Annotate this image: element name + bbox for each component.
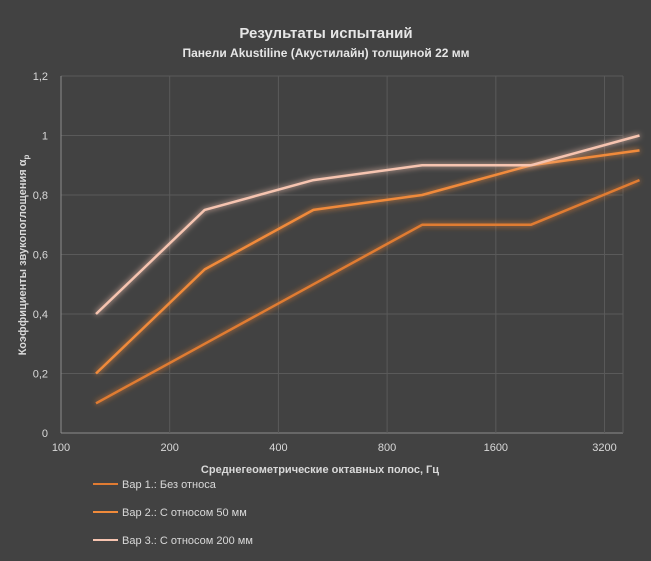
series-lines: [95, 134, 640, 405]
chart-title: Результаты испытаний: [239, 25, 412, 42]
y-tick-label: 0,2: [33, 369, 48, 381]
y-axis-label-sub: p: [22, 154, 31, 159]
y-axis-label-main: Коэффициенты звукопоглощения α: [17, 159, 29, 355]
x-tick-label: 800: [378, 442, 396, 454]
series-line-1: [95, 178, 640, 405]
legend-label-2: Вар 2.: С относом 50 мм: [122, 507, 247, 519]
x-axis-label: Среднегеометрические октавных полос, Гц: [201, 464, 439, 476]
x-tick-label: 3200: [592, 442, 616, 454]
y-tick-label: 1,2: [33, 71, 48, 83]
x-axis-ticks: 100 200 400 800 1600 3200: [52, 442, 617, 454]
y-tick-label: 1: [42, 131, 48, 143]
y-tick-label: 0: [42, 428, 48, 440]
series-line-2: [95, 149, 640, 375]
y-tick-label: 0,8: [33, 190, 48, 202]
x-tick-label: 1600: [484, 442, 508, 454]
x-tick-label: 100: [52, 442, 70, 454]
y-axis-label: Коэффициенты звукопоглощения αp: [17, 154, 31, 355]
grid: [60, 75, 624, 434]
y-axis-ticks: 0 0,2 0,4 0,6 0,8 1 1,2: [33, 71, 48, 440]
legend: Вар 1.: Без относа Вар 2.: С относом 50 м…: [93, 479, 253, 547]
y-tick-label: 0,4: [33, 309, 48, 321]
legend-label-1: Вар 1.: Без относа: [122, 479, 217, 491]
x-tick-label: 200: [161, 442, 179, 454]
series-line-3: [95, 134, 640, 315]
chart-subtitle: Панели Akustiline (Акустилайн) толщиной …: [182, 46, 469, 60]
y-tick-label: 0,6: [33, 250, 48, 262]
x-tick-label: 400: [269, 442, 287, 454]
legend-label-3: Вар 3.: С относом 200 мм: [122, 535, 253, 547]
